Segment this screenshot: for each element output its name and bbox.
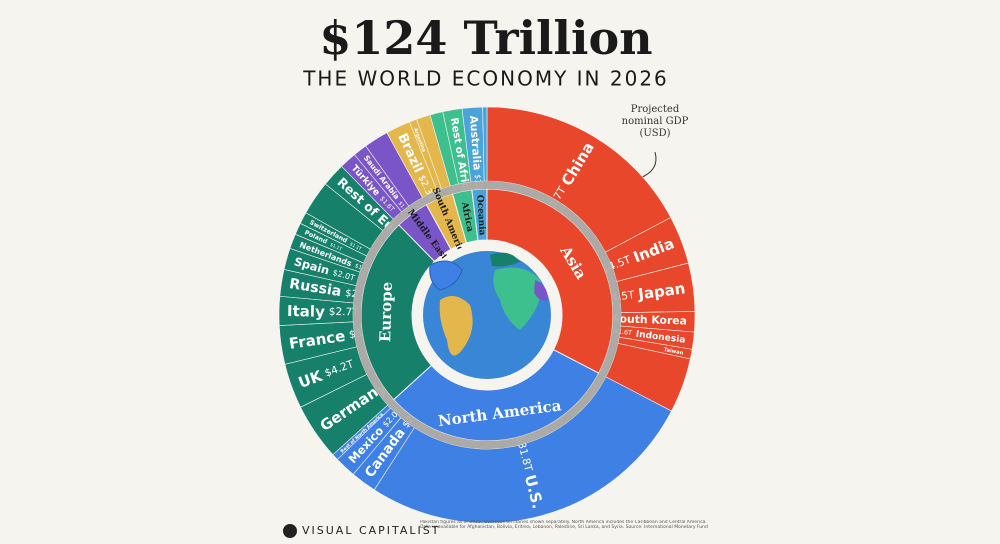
region-band [422,186,453,205]
region-band [470,181,487,190]
region-band [393,197,427,225]
brand: VISUAL CAPITALIST [302,524,441,537]
region-label: Europe [376,282,396,343]
logo: VISUAL CAPITALIST [283,524,441,538]
region-segment [360,224,436,401]
value-label: $1.1T [349,241,363,252]
source-note: Pakistan figures as of 2025. Overseas te… [420,520,708,531]
globe-land [439,296,473,356]
annotation-arrow [639,151,657,179]
globe-land [493,267,541,330]
chart-title: $124 Trillion [319,11,652,65]
country-label: Australia $1.9T [467,115,486,197]
value-label: $1.4T [354,263,371,274]
region-segment [471,188,488,242]
region-segment [392,348,600,442]
country-name: South Korea [612,312,688,327]
globe-land [429,260,463,291]
note-box: Pakistan figures as of 2025. Overseas te… [420,520,708,531]
country-segment [373,376,672,524]
region-band [450,181,472,194]
country-name: Australia [467,115,484,171]
value-label: $2.7T [329,306,360,319]
region-label: Oceania [474,195,486,236]
country-label: Italy $2.7T [287,302,360,321]
region-band [487,181,621,377]
value-label: $1.9T [473,174,484,196]
globe [415,243,559,387]
globe-land [490,252,520,267]
country-label: Taiwan [663,347,684,357]
logo-mark [283,524,297,538]
value-label: $1.6T [613,327,632,337]
globe-land [534,280,548,301]
region-band [352,219,399,405]
chart-subtitle: THE WORLD ECONOMY IN 2026 [302,67,669,91]
country-name: Italy [287,302,325,321]
rings: $20.7TChina$4.5TIndia$4.5TJapan$1.9TSout… [278,106,696,524]
country-segment [482,106,488,182]
annotation: Projected nominal GDP (USD) [621,104,689,139]
region-segment [486,188,614,374]
country-name: Taiwan [663,347,684,357]
region-band [387,373,606,449]
value-label: $1.1T [329,241,343,252]
annotation-box: Projected nominal GDP (USD) [621,104,689,139]
